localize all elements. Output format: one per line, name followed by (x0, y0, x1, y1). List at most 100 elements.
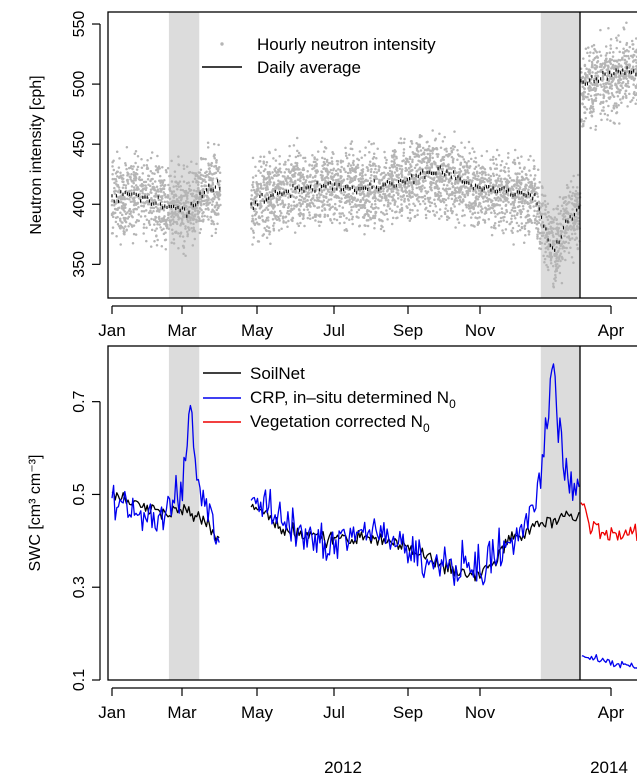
hourly-point (435, 165, 439, 168)
hourly-point (410, 190, 414, 194)
hourly-point (383, 196, 387, 200)
hourly-point (342, 178, 346, 182)
hourly-point (515, 178, 519, 181)
hourly-point (124, 161, 127, 165)
hourly-point (605, 99, 608, 103)
hourly-point (340, 165, 343, 169)
hourly-point (451, 185, 455, 189)
hourly-point (546, 247, 550, 251)
hourly-point (632, 83, 635, 86)
hourly-point (504, 199, 507, 202)
hourly-point (125, 229, 128, 232)
hourly-point (373, 189, 377, 192)
hourly-point (487, 218, 491, 221)
hourly-point (120, 204, 124, 208)
hourly-point (434, 205, 438, 208)
hourly-point (255, 210, 258, 214)
hourly-point (365, 219, 369, 222)
hourly-point (147, 174, 151, 178)
hourly-point (516, 175, 519, 179)
hourly-point (179, 188, 183, 192)
hourly-point (400, 141, 403, 145)
x-tick-label: Apr (598, 703, 625, 722)
hourly-point (551, 239, 555, 243)
hourly-point (555, 246, 558, 249)
hourly-point (390, 177, 394, 181)
hourly-point (369, 218, 373, 221)
hourly-point (254, 207, 257, 211)
hourly-point (302, 217, 305, 220)
hourly-point (473, 150, 476, 154)
hourly-point (322, 150, 326, 153)
hourly-point (260, 211, 264, 214)
hourly-point (166, 200, 169, 203)
hourly-point (391, 195, 394, 199)
hourly-point (311, 180, 314, 183)
hourly-point (520, 210, 523, 214)
hourly-point (538, 211, 542, 215)
hourly-point (474, 156, 477, 160)
hourly-point (598, 50, 601, 54)
hourly-point (509, 222, 512, 225)
hourly-point (607, 65, 610, 69)
hourly-point (570, 255, 574, 259)
hourly-point (573, 199, 577, 202)
hourly-point (111, 161, 114, 164)
hourly-point (513, 148, 517, 152)
hourly-point (523, 201, 526, 205)
hourly-point (374, 214, 377, 218)
hourly-point (436, 186, 439, 190)
hourly-point (458, 173, 461, 176)
hourly-point (428, 152, 432, 155)
hourly-point (456, 158, 459, 161)
hourly-point (409, 140, 413, 143)
hourly-point (547, 215, 551, 218)
hourly-point (142, 232, 145, 235)
hourly-point (519, 215, 523, 219)
hourly-point (348, 200, 351, 204)
hourly-point (268, 211, 272, 214)
hourly-point (433, 162, 437, 165)
hourly-point (549, 257, 553, 260)
hourly-point (251, 156, 255, 160)
hourly-point (450, 167, 453, 171)
hourly-point (308, 214, 311, 217)
hourly-point (607, 26, 610, 30)
hourly-point (361, 206, 364, 209)
hourly-point (299, 177, 302, 180)
hourly-point (348, 153, 351, 156)
hourly-point (462, 166, 465, 169)
hourly-point (567, 251, 571, 255)
hourly-point (480, 176, 483, 180)
hourly-point (166, 167, 170, 170)
hourly-point (184, 201, 187, 205)
hourly-point (355, 211, 359, 214)
hourly-point (413, 215, 417, 219)
hourly-point (322, 195, 326, 199)
hourly-point (498, 204, 502, 207)
hourly-point (536, 237, 539, 240)
vegetation-corrected-line (580, 502, 637, 542)
hourly-point (128, 175, 132, 179)
hourly-point (218, 190, 222, 193)
hourly-point (267, 175, 271, 179)
hourly-point (590, 45, 594, 48)
hourly-point (292, 144, 296, 147)
hourly-point (368, 160, 372, 163)
hourly-point (401, 195, 404, 198)
hourly-point (163, 183, 167, 187)
hourly-point (612, 50, 615, 54)
hourly-point (203, 199, 207, 202)
hourly-point (299, 204, 302, 208)
hourly-point (461, 198, 465, 201)
hourly-point (610, 109, 614, 113)
hourly-point (348, 167, 352, 171)
hourly-point (377, 186, 380, 189)
hourly-point (297, 184, 301, 187)
hourly-point (616, 72, 620, 75)
hourly-point (385, 209, 388, 212)
hourly-point (625, 84, 629, 88)
p2-x-axis: Jan Mar May Jul Sep Nov Apr (98, 687, 625, 722)
hourly-point (358, 150, 362, 153)
